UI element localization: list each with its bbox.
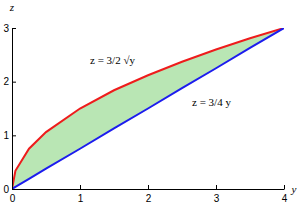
curve bbox=[12, 28, 284, 189]
y-tick-mark bbox=[12, 189, 16, 190]
x-tick-mark bbox=[80, 185, 81, 189]
curve-label: z = 3/4 y bbox=[192, 96, 231, 108]
curve-label: z = 3/2 √y bbox=[90, 54, 135, 66]
x-tick-label: 0 bbox=[10, 193, 16, 204]
x-axis-line bbox=[13, 189, 285, 190]
x-axis-title: y bbox=[291, 183, 297, 195]
x-tick: 4 bbox=[282, 185, 288, 204]
x-tick-label: 4 bbox=[282, 193, 288, 204]
y-tick-label: 2 bbox=[3, 76, 9, 87]
x-tick: 1 bbox=[78, 185, 84, 204]
y-tick-label: 0 bbox=[3, 184, 9, 195]
x-tick-label: 3 bbox=[214, 193, 220, 204]
y-tick: 0 bbox=[3, 184, 16, 195]
y-tick-mark bbox=[12, 135, 16, 136]
area-between bbox=[12, 28, 284, 189]
x-tick: 3 bbox=[214, 185, 220, 204]
x-tick-mark bbox=[216, 185, 217, 189]
x-tick-mark bbox=[148, 185, 149, 189]
x-tick-label: 1 bbox=[78, 193, 84, 204]
x-axis: 0 1 2 3 4 bbox=[10, 185, 288, 204]
y-axis-title: z bbox=[9, 1, 15, 13]
plot-area: 0 1 2 3 4 0 1 2 3 bbox=[3, 23, 287, 204]
x-tick: 2 bbox=[146, 185, 152, 204]
y-tick: 2 bbox=[3, 76, 16, 87]
y-tick-mark bbox=[12, 82, 16, 83]
curve bbox=[12, 28, 284, 189]
y-axis-line bbox=[12, 29, 13, 190]
x-tick-label: 2 bbox=[146, 193, 152, 204]
y-tick: 1 bbox=[3, 130, 16, 141]
y-tick-mark bbox=[12, 28, 16, 29]
y-axis: 0 1 2 3 bbox=[3, 23, 16, 195]
y-tick-label: 3 bbox=[3, 23, 9, 34]
y-tick: 3 bbox=[3, 23, 16, 34]
x-tick-mark bbox=[284, 185, 285, 189]
y-tick-label: 1 bbox=[3, 130, 9, 141]
marks bbox=[12, 28, 284, 189]
chart: 012340123zyz = 3/2 √yz = 3/4 y bbox=[0, 0, 300, 210]
